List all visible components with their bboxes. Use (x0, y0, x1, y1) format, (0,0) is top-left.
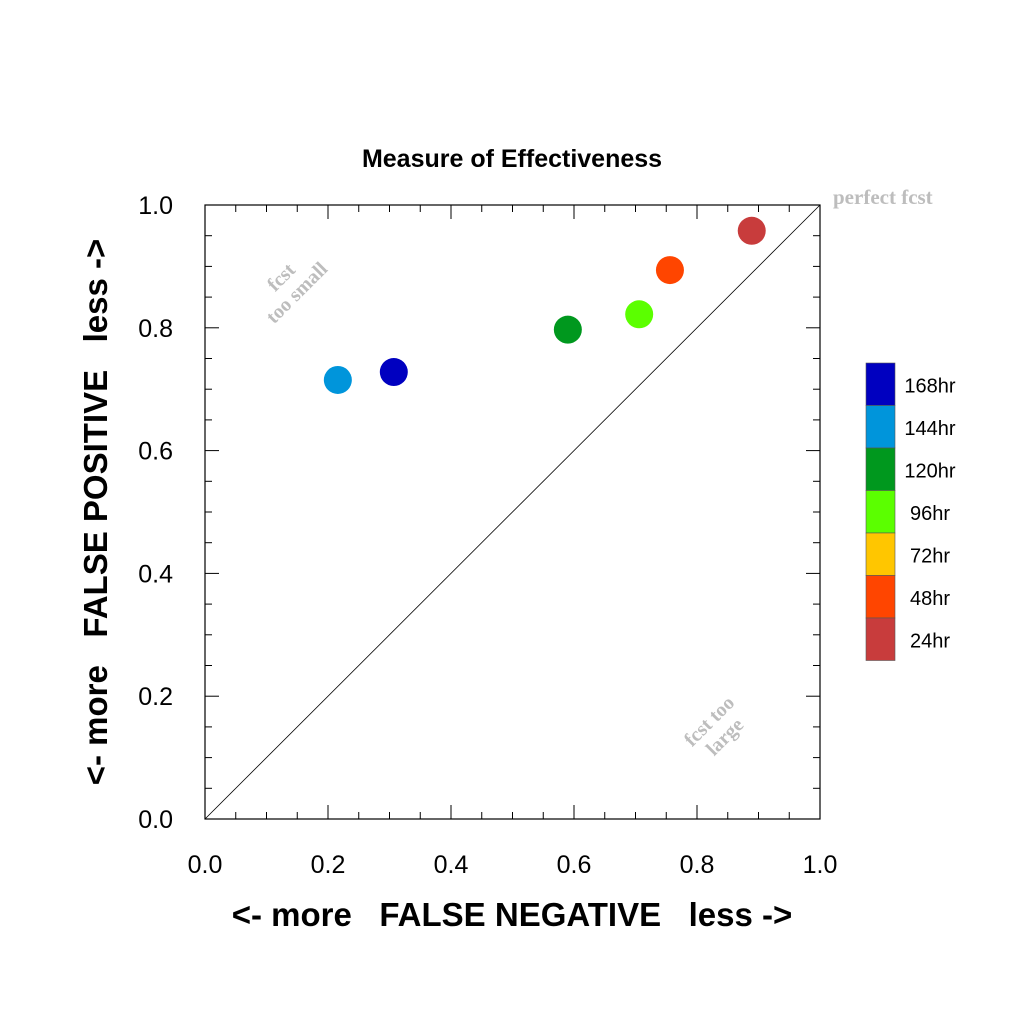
x-tick-label: 0.0 (188, 851, 223, 879)
legend-label-24hr: 24hr (910, 630, 950, 652)
data-point-24hr (737, 216, 766, 245)
legend-swatch-144hr (865, 405, 896, 449)
y-tick-label: 0.2 (138, 683, 173, 711)
legend-swatch-168hr (865, 362, 896, 406)
data-points (323, 216, 766, 394)
data-point-120hr (553, 315, 582, 344)
y-tick-label: 0.6 (138, 438, 173, 466)
data-point-168hr (379, 358, 408, 387)
legend-label-144hr: 144hr (904, 418, 955, 440)
y-tick-label: 1.0 (138, 192, 173, 220)
x-tick-label: 0.2 (311, 851, 346, 879)
legend-label-96hr: 96hr (910, 503, 950, 525)
y-axis-label: <- more FALSE POSITIVE less -> (77, 239, 114, 786)
perfect-forecast-annotation: perfect fcst (833, 185, 933, 209)
x-tick-label: 0.4 (434, 851, 469, 879)
diagonal-reference-line (204, 204, 821, 820)
data-point-48hr (655, 256, 684, 285)
x-tick-label: 1.0 (803, 851, 838, 879)
legend-swatch-48hr (865, 575, 896, 619)
y-tick-label: 0.4 (138, 560, 173, 588)
legend: 168hr 144hr 120hr 96hr 72hr 48hr 24hr (865, 362, 956, 661)
x-tick-label: 0.8 (680, 851, 715, 879)
legend-swatch-72hr (865, 532, 896, 576)
data-point-96hr (625, 300, 654, 329)
legend-label-72hr: 72hr (910, 545, 950, 567)
y-tick-label: 0.8 (138, 315, 173, 343)
too-small-line2: too small (262, 258, 332, 328)
too-small-annotation: fcst too small (262, 258, 332, 328)
y-tick-label: 0.0 (138, 806, 173, 834)
x-tick-label: 0.6 (557, 851, 592, 879)
legend-label-120hr: 120hr (904, 460, 955, 482)
too-large-annotation: fcst too large (680, 692, 748, 760)
legend-swatch-96hr (865, 490, 896, 534)
legend-swatch-24hr (865, 617, 896, 661)
legend-label-168hr: 168hr (904, 375, 955, 397)
chart-title: Measure of Effectiveness (362, 145, 662, 173)
legend-swatch-120hr (865, 447, 896, 491)
data-point-144hr (323, 365, 352, 394)
axes: 0.0 0.2 0.4 0.6 0.8 1.0 0.0 0.2 0.4 0.6 0.8 1.0 (138, 192, 837, 879)
legend-label-48hr: 48hr (910, 588, 950, 610)
reference-layer (204, 204, 821, 820)
x-axis-label: <- more FALSE NEGATIVE less -> (232, 896, 793, 933)
